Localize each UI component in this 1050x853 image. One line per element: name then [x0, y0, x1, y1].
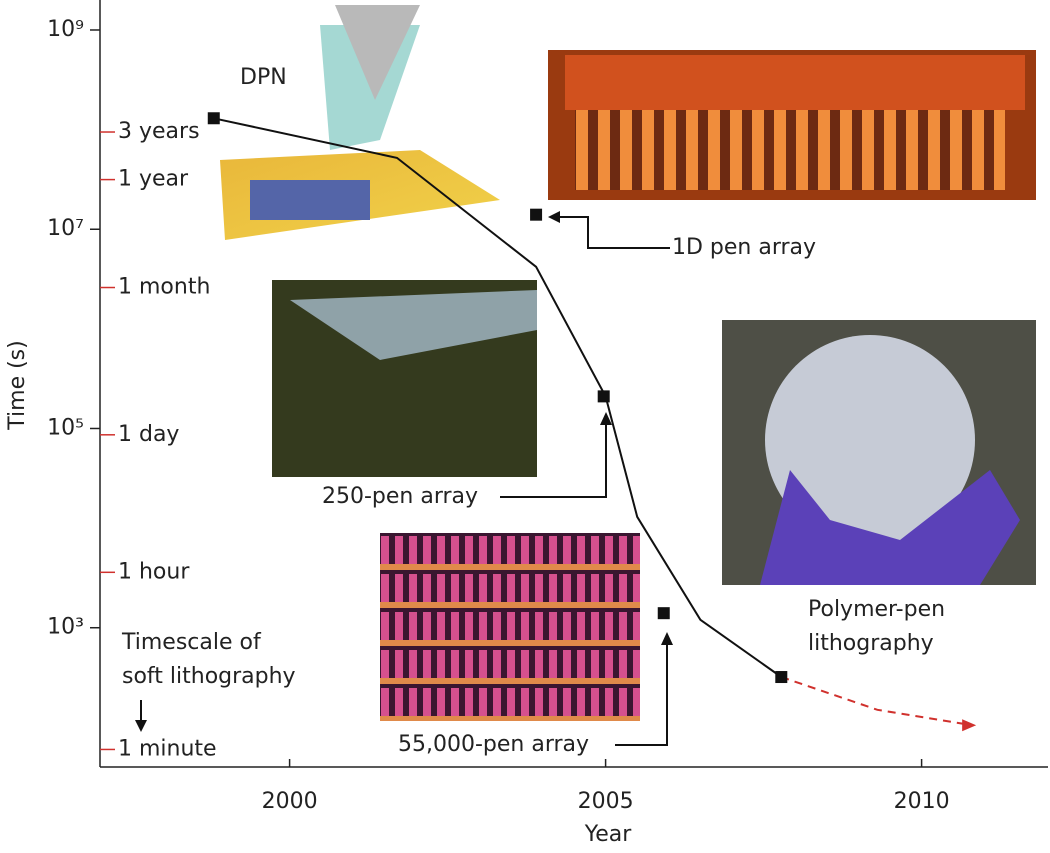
- point: [657, 607, 670, 620]
- x-tick-label: 2000: [262, 789, 318, 814]
- label: 1D pen array: [672, 235, 816, 260]
- arrowheads: [135, 211, 673, 732]
- label: lithography: [808, 631, 934, 656]
- point: [597, 390, 610, 403]
- time-tick-label: 1 minute: [118, 736, 217, 761]
- x-tick-label: 2005: [578, 789, 634, 814]
- point: [775, 671, 788, 684]
- label: DPN: [240, 65, 287, 90]
- x-tick-label: 2010: [894, 789, 950, 814]
- point: [207, 112, 220, 125]
- callouts: [140, 216, 670, 746]
- images: [220, 5, 1036, 721]
- y-tick-label: 10³: [47, 615, 84, 640]
- y-tick-label: 10⁷: [47, 216, 84, 241]
- time-tick-label: 1 hour: [118, 559, 190, 584]
- label: 250-pen array: [322, 484, 478, 509]
- label: soft lithography: [122, 664, 296, 689]
- projection-curve: [780, 676, 973, 727]
- y-tick-label: 10⁹: [47, 17, 84, 42]
- time-tick-label: 1 month: [118, 275, 210, 300]
- label: Timescale of: [121, 630, 262, 655]
- time-tick-label: 1 day: [118, 422, 179, 447]
- time-tick-label: 1 year: [118, 167, 189, 192]
- x-axis-title: Year: [584, 822, 633, 847]
- point: [530, 208, 543, 221]
- projection-arrowhead: [962, 719, 977, 732]
- y-axis-title: Time (s): [5, 340, 30, 430]
- label: 55,000-pen array: [398, 732, 589, 757]
- label: Polymer-pen: [808, 597, 945, 622]
- time-tick-label: 3 years: [118, 119, 200, 144]
- y-tick-label: 10⁵: [47, 415, 84, 440]
